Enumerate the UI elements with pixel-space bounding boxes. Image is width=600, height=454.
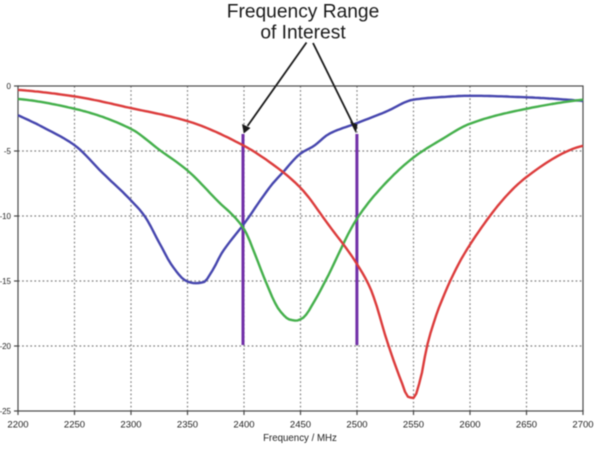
svg-text:2250: 2250 [64, 420, 85, 431]
svg-text:2450: 2450 [290, 420, 311, 431]
svg-text:2300: 2300 [120, 420, 141, 431]
svg-text:2500: 2500 [346, 420, 367, 431]
svg-text:2700: 2700 [572, 420, 593, 431]
svg-text:2600: 2600 [459, 420, 480, 431]
svg-text:2650: 2650 [516, 420, 537, 431]
svg-text:Frequency Range: Frequency Range [227, 2, 380, 23]
svg-text:Frequency / MHz: Frequency / MHz [263, 433, 337, 444]
svg-text:-20: -20 [0, 342, 12, 351]
svg-text:-25: -25 [0, 407, 12, 416]
svg-text:of Interest: of Interest [260, 23, 346, 44]
svg-text:2400: 2400 [233, 420, 254, 431]
svg-text:-15: -15 [0, 277, 12, 286]
svg-text:-5: -5 [4, 147, 12, 156]
svg-text:2350: 2350 [177, 420, 198, 431]
svg-text:2200: 2200 [7, 420, 28, 431]
svg-text:2550: 2550 [403, 420, 424, 431]
svg-text:0: 0 [7, 82, 12, 91]
svg-text:-10: -10 [0, 212, 12, 221]
